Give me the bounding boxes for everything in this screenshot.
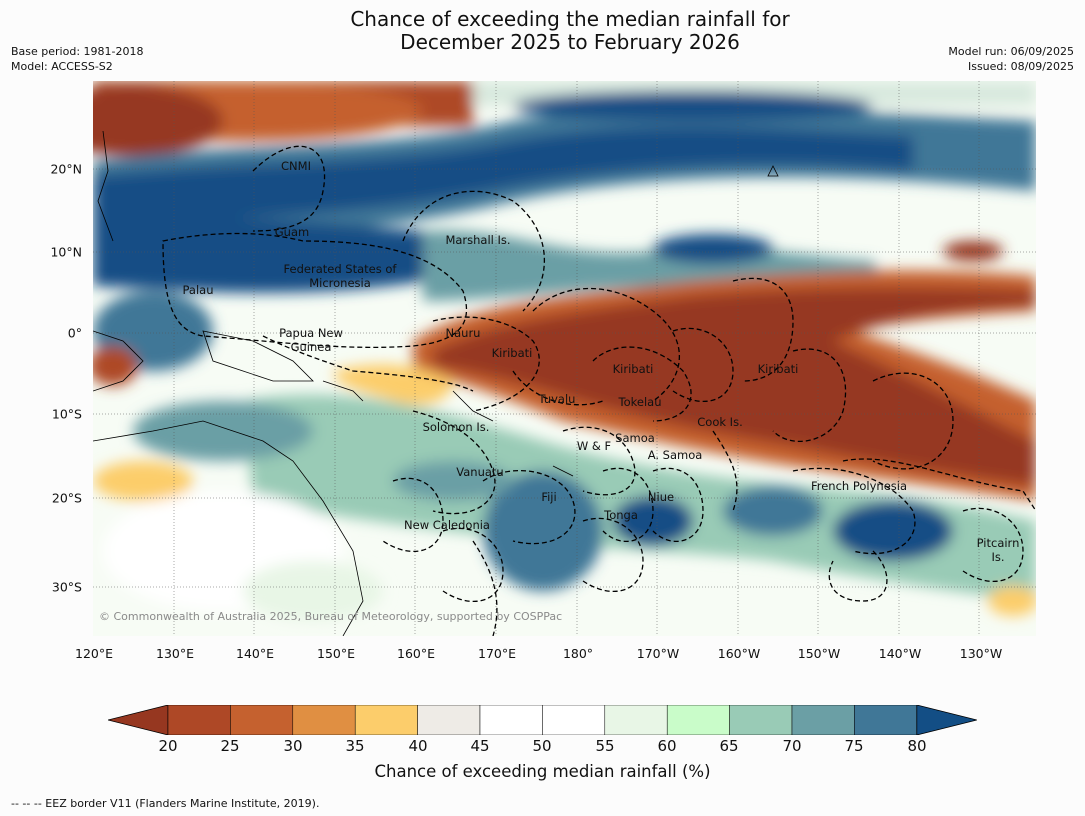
colorbar-segment <box>542 705 606 735</box>
lon-label: 170°E <box>477 646 517 661</box>
region-label-pitcairn: Pitcairn Is. <box>976 536 1020 564</box>
lon-label: 140°W <box>878 646 922 661</box>
colorbar-tick: 45 <box>470 737 490 755</box>
colorbar-segment <box>417 705 481 735</box>
colorbar-extend-high <box>916 705 977 735</box>
colorbar-segment <box>354 705 418 735</box>
colorbar-segment <box>230 705 294 735</box>
lon-label: 140°E <box>235 646 275 661</box>
colorbar-segment <box>167 705 231 735</box>
colorbar-tick: 50 <box>532 737 552 755</box>
graticule <box>93 81 1036 636</box>
region-label-fsm: Federated States of Micronesia <box>283 262 397 290</box>
eez-footnote: -- -- -- EEZ border V11 (Flanders Marine… <box>11 797 320 810</box>
region-label-palau: Palau <box>182 283 214 297</box>
colorbar-tick: 80 <box>907 737 927 755</box>
title-line-2: December 2025 to February 2026 <box>400 30 740 54</box>
colorbar-tick: 55 <box>595 737 615 755</box>
colorbar-tick: 75 <box>844 737 864 755</box>
region-label-png: Papua New Guinea <box>279 326 343 354</box>
region-label-guam: Guam <box>274 225 310 239</box>
model-run: Model run: 06/09/2025 <box>948 45 1074 58</box>
lat-label: 0° <box>67 325 82 341</box>
rainfall-field <box>93 81 1036 621</box>
region-label-niue: Niue <box>647 490 675 504</box>
colorbar-extend-low <box>108 705 169 735</box>
region-label-french-polynesia: French Polynesia <box>810 479 908 493</box>
region-label-tuvalu: Tuvalu <box>538 392 576 406</box>
region-label-nauru: Nauru <box>445 326 481 340</box>
region-label-samoa: Samoa <box>615 431 655 445</box>
colorbar-label: Chance of exceeding median rainfall (%) <box>374 762 711 781</box>
colorbar-segment <box>666 705 730 735</box>
lon-label: 130°E <box>155 646 195 661</box>
model-name: Model: ACCESS-S2 <box>11 60 113 73</box>
region-label-kiribati-west: Kiribati <box>491 346 533 360</box>
colorbar-tick: 70 <box>782 737 802 755</box>
colorbar-segment <box>479 705 543 735</box>
colorbar-tick: 30 <box>283 737 303 755</box>
chart-title: Chance of exceeding the median rainfall … <box>0 8 1085 54</box>
region-label-fiji: Fiji <box>541 490 557 504</box>
lon-label: 150°W <box>797 646 841 661</box>
colorbar-tick: 65 <box>719 737 739 755</box>
colorbar-tick: 20 <box>158 737 178 755</box>
lon-label: 120°E <box>74 646 114 661</box>
region-label-tokelau: Tokelau <box>618 395 662 409</box>
lat-label: 20°N <box>50 161 82 177</box>
coastlines <box>93 130 779 636</box>
lon-label: 180° <box>562 646 594 661</box>
lon-label: 160°W <box>717 646 761 661</box>
colorbar-segment <box>604 705 668 735</box>
copyright-notice: © Commonwealth of Australia 2025, Bureau… <box>99 610 563 623</box>
colorbar-tick: 60 <box>657 737 677 755</box>
colorbar-tick: 35 <box>345 737 365 755</box>
region-label-cook: Cook Is. <box>697 415 743 429</box>
issued-date: Issued: 08/09/2025 <box>967 60 1074 73</box>
colorbar-segment <box>292 705 356 735</box>
rainfall-map <box>93 81 1036 636</box>
lon-label: 170°W <box>636 646 680 661</box>
region-label-cnmi: CNMI <box>281 159 311 173</box>
meta-left: Base period: 1981-2018 Model: ACCESS-S2 <box>11 44 143 74</box>
region-label-new-caledonia: New Caledonia <box>404 518 490 532</box>
region-label-solomon: Solomon Is. <box>422 420 490 434</box>
eez-borders <box>162 145 1036 636</box>
colorbar-tick: 40 <box>408 737 428 755</box>
region-label-kiribati-east: Kiribati <box>757 362 799 376</box>
lat-label: 20°S <box>51 490 82 506</box>
region-label-wallis-futuna: W & F <box>576 439 612 453</box>
lat-label: 10°N <box>50 244 82 260</box>
lon-label: 130°W <box>959 646 1003 661</box>
base-period: Base period: 1981-2018 <box>11 45 144 58</box>
region-label-american-samoa: A. Samoa <box>647 448 703 462</box>
colorbar <box>108 705 977 735</box>
colorbar-tick: 25 <box>220 737 240 755</box>
lon-label: 150°E <box>316 646 356 661</box>
region-label-kiribati-central: Kiribati <box>612 362 654 376</box>
colorbar-segment <box>854 705 918 735</box>
region-label-vanuatu: Vanuatu <box>456 465 504 479</box>
lon-label: 160°E <box>396 646 436 661</box>
colorbar-segment <box>791 705 855 735</box>
region-label-marshall: Marshall Is. <box>445 233 511 247</box>
title-line-1: Chance of exceeding the median rainfall … <box>350 7 790 31</box>
colorbar-segment <box>729 705 793 735</box>
meta-right: Model run: 06/09/2025 Issued: 08/09/2025 <box>948 44 1074 74</box>
region-label-tonga: Tonga <box>604 508 638 522</box>
lat-label: 10°S <box>51 406 82 422</box>
lat-label: 30°S <box>51 579 82 595</box>
